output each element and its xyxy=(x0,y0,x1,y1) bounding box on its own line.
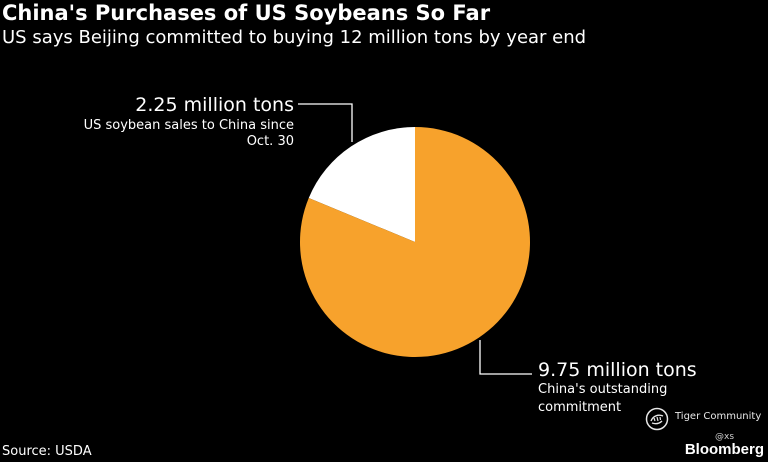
source-note: Source: USDA xyxy=(2,444,92,459)
watermark: Tiger Community @xs xyxy=(645,405,761,445)
pie-slice-sales xyxy=(308,127,415,242)
watermark-text: Tiger Community xyxy=(675,411,762,422)
chart-subtitle: US says Beijing committed to buying 12 m… xyxy=(2,27,587,48)
slice-description-sales: US soybean sales to China since Oct. 30 xyxy=(84,118,294,149)
slice-value-label-outstanding: 9.75 million tons xyxy=(538,359,697,381)
chart-title: China's Purchases of US Soybeans So Far xyxy=(2,1,491,25)
leader-line-outstanding xyxy=(479,340,532,375)
slice-description-outstanding: China's outstanding commitment xyxy=(538,382,667,415)
leader-line-sales xyxy=(298,103,353,142)
pie-slice-outstanding xyxy=(300,127,530,357)
brand-logo: Bloomberg xyxy=(684,441,764,458)
watermark-handle: @xs xyxy=(715,432,735,442)
tiger-logo-icon xyxy=(645,407,669,431)
slice-value-label-sales: 2.25 million tons xyxy=(135,94,294,116)
